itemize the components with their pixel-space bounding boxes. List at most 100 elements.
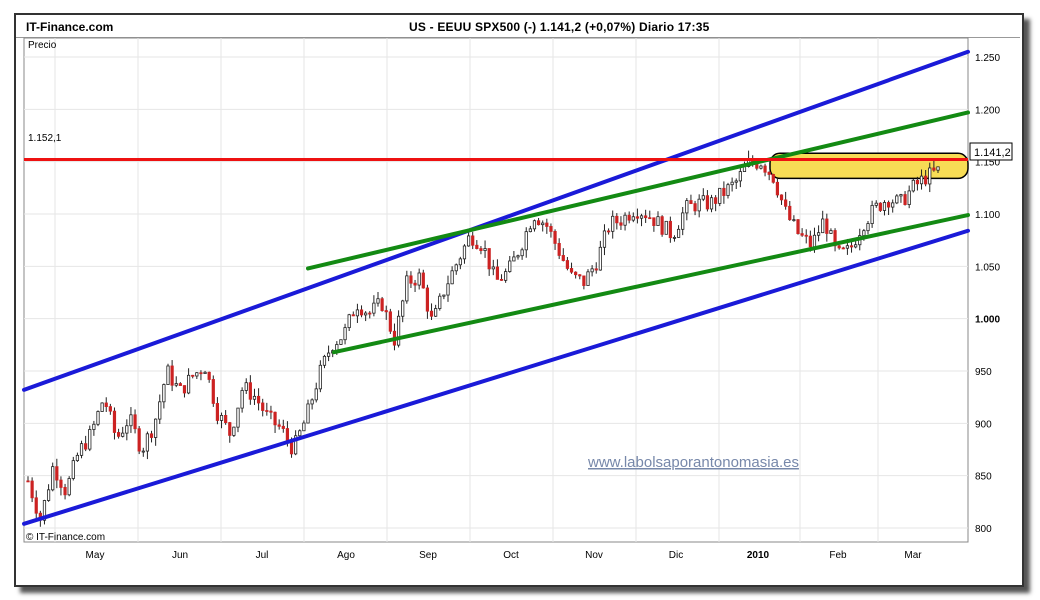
candle-body (718, 187, 722, 204)
candle-body (623, 214, 627, 226)
candle-body (100, 402, 104, 412)
x-tick-label: Feb (829, 550, 847, 561)
plot-border (23, 37, 969, 543)
candle-body (800, 233, 804, 236)
copyright-label: © IT-Finance.com (26, 532, 105, 543)
candle-body (318, 364, 322, 390)
candle-body (438, 295, 442, 309)
candle-body (158, 401, 162, 420)
resistance-label: 1.152,1 (28, 133, 62, 144)
candle-body (178, 383, 182, 386)
y-tick-label: 950 (975, 367, 992, 378)
candle-body (549, 226, 553, 232)
y-tick-label: 1.250 (975, 53, 1000, 64)
candle-body (475, 244, 479, 249)
candle-body (907, 190, 911, 205)
candle-body (899, 194, 903, 197)
candle-body (380, 298, 384, 311)
candle-body (565, 260, 570, 269)
candles (26, 150, 940, 527)
candle-body (919, 175, 924, 185)
y-tick-label: 1.050 (975, 262, 1000, 273)
candle-body (306, 403, 310, 424)
candle-body (536, 220, 541, 226)
candle-body (788, 205, 792, 221)
candle-body (499, 278, 504, 281)
candle-body (88, 429, 92, 450)
candle-body (775, 181, 780, 196)
candle-body (590, 268, 594, 273)
candle-body (104, 402, 108, 407)
candle-body (232, 426, 236, 436)
candle-body (738, 171, 742, 182)
candle-body (425, 287, 430, 312)
candle-body (417, 272, 421, 286)
candle-body (578, 274, 582, 277)
candle-body (79, 443, 84, 456)
candle-body (384, 310, 388, 313)
candle-body (895, 195, 899, 204)
candle-body (841, 247, 845, 250)
candle-body (59, 479, 63, 488)
x-tick-label: Dic (669, 550, 683, 561)
candle-body (528, 228, 532, 233)
candle-body (347, 314, 351, 329)
trend-line-blue-lower (22, 228, 970, 526)
candle-body (705, 195, 710, 210)
candle-body (652, 217, 656, 226)
candle-body (273, 411, 277, 426)
candle-body (594, 268, 598, 271)
x-tick-label: Oct (503, 550, 519, 561)
candle-body (627, 214, 631, 221)
candle-body (92, 423, 96, 430)
candle-body (557, 243, 561, 256)
candle-body (483, 248, 487, 251)
candle-body (784, 199, 788, 207)
candle-body (125, 425, 129, 434)
candle-body (388, 311, 392, 332)
candle-body (129, 414, 133, 427)
candle-body (928, 167, 932, 185)
candle-body (166, 365, 170, 385)
candle-body (46, 489, 51, 501)
candle-body (372, 302, 376, 314)
candle-body (508, 260, 512, 272)
candle-body (792, 219, 796, 222)
candle-body (162, 384, 166, 403)
candle-body (714, 197, 718, 204)
candle-body (219, 415, 224, 421)
candle-body (611, 215, 615, 232)
candle-body (619, 222, 623, 226)
candle-body (364, 312, 368, 316)
candle-body (116, 432, 121, 437)
candle-body (462, 245, 467, 260)
candle-body (656, 216, 660, 226)
y-tick-label: 1.100 (975, 210, 1000, 221)
candle-body (240, 390, 244, 409)
candle-body (63, 487, 67, 496)
candle-body (302, 422, 306, 432)
candle-body (524, 231, 528, 251)
candle-body (878, 202, 882, 211)
x-tick-label: 2010 (747, 550, 770, 561)
x-tick-label: Nov (585, 550, 603, 561)
candle-body (709, 197, 714, 210)
candle-body (512, 256, 516, 262)
candle-body (84, 443, 88, 450)
candle-body (586, 271, 590, 286)
candle-body (639, 215, 644, 219)
candle-body (174, 383, 178, 386)
candle-body (310, 399, 314, 405)
brand-label: IT-Finance.com (26, 20, 114, 34)
candle-body (326, 352, 331, 357)
candle-body (767, 171, 771, 175)
candle-body (804, 234, 808, 237)
x-tick-label: Jul (256, 550, 269, 561)
candle-body (924, 175, 928, 185)
candle-body (322, 355, 327, 366)
candle-body (891, 202, 895, 208)
candle-body (697, 198, 701, 212)
candle-body (133, 414, 137, 430)
candle-body (351, 314, 355, 317)
candle-body (681, 212, 685, 230)
